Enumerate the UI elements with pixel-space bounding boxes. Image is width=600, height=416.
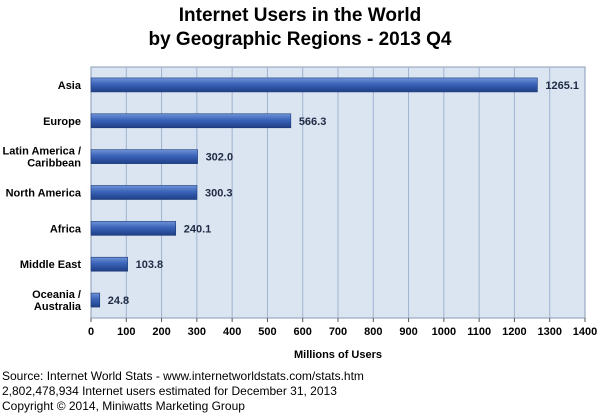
x-tick-label: 1100 (467, 326, 491, 338)
category-label: Australia (34, 301, 82, 313)
bar (90, 149, 198, 164)
x-tick-label: 800 (364, 326, 382, 338)
data-label: 1265.1 (545, 80, 579, 92)
chart-title-line-2: by Geographic Regions - 2013 Q4 (148, 29, 451, 50)
category-label: Africa (50, 223, 82, 235)
x-tick-label: 400 (223, 326, 241, 338)
bar (90, 77, 538, 93)
x-tick-label: 100 (117, 326, 135, 338)
chart-title: Internet Users in the World by Geographic… (148, 5, 451, 50)
category-label: Latin America / (3, 146, 81, 158)
category-label: Asia (58, 80, 82, 92)
x-tick-label: 1300 (537, 326, 561, 338)
x-tick-label: 1400 (573, 326, 597, 338)
x-tick-label: 200 (152, 326, 170, 338)
category-label: Middle East (20, 259, 81, 271)
x-tick-label: 500 (258, 326, 276, 338)
data-label: 240.1 (184, 223, 212, 235)
x-axis-ticks: 0 100 200 300 400 500 600 700 800 900 1000 1100 1200… (88, 318, 597, 338)
bar-chart: Internet Users in the World by Geographic… (3, 5, 598, 361)
data-label: 103.8 (136, 259, 164, 271)
bar (90, 185, 198, 200)
bars: 1265.1 566.3 302.0 300.3 240.1 103.8 24.8 (90, 77, 579, 308)
data-label: 302.0 (206, 152, 234, 164)
x-tick-label: 700 (329, 326, 347, 338)
bar (90, 256, 128, 272)
data-label: 566.3 (299, 116, 327, 128)
chart-title-line-1: Internet Users in the World (179, 5, 421, 26)
category-label: North America (6, 188, 82, 200)
category-labels: Asia Europe Latin America /Caribbean North … (3, 80, 82, 313)
gridlines (125, 67, 551, 318)
category-label: Caribbean (27, 158, 81, 170)
x-tick-label: 1200 (502, 326, 526, 338)
x-tick-label: 0 (88, 326, 94, 338)
category-label: Oceania / (32, 289, 81, 301)
source-note: Source: Internet World Stats - www.inter… (2, 369, 364, 383)
bar (90, 292, 101, 308)
bar (90, 113, 292, 129)
x-tick-label: 300 (188, 326, 206, 338)
bar (90, 221, 177, 236)
category-label: Europe (43, 116, 81, 128)
x-tick-label: 600 (294, 326, 312, 338)
estimate-note: 2,802,478,934 Internet users estimated f… (2, 384, 337, 398)
x-tick-label: 1000 (432, 326, 456, 338)
x-axis-title: Millions of Users (294, 349, 382, 361)
data-label: 300.3 (205, 188, 233, 200)
copyright-note: Copyright © 2014, Miniwatts Marketing Gr… (2, 399, 245, 413)
data-label: 24.8 (108, 295, 129, 307)
x-tick-label: 900 (399, 326, 417, 338)
